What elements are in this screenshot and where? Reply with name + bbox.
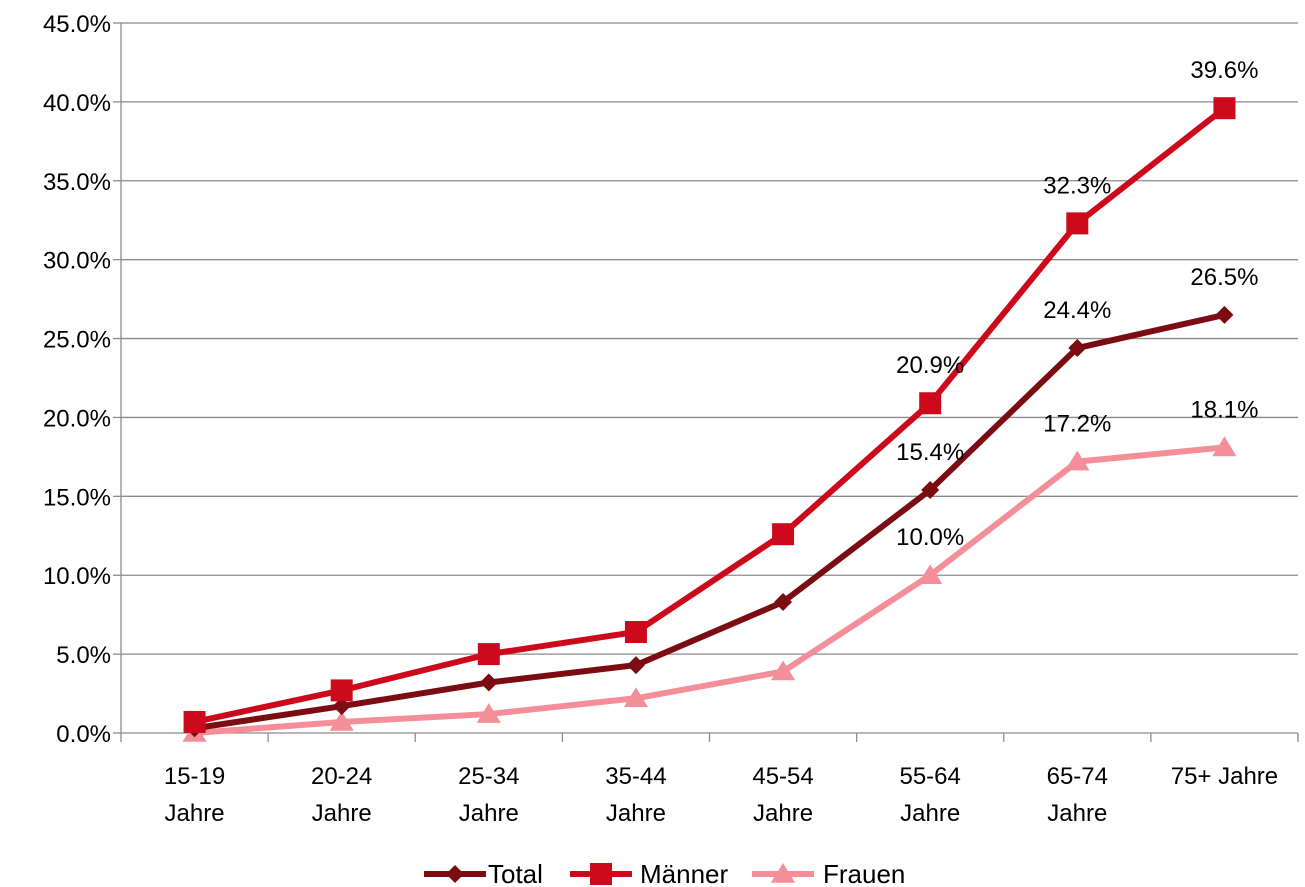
x-tick-label-line: Jahre (900, 800, 960, 827)
gridlines (113, 22, 1298, 734)
x-tick-label: 20-24 Jahre (311, 763, 372, 827)
x-axis-tick-labels: 15-19 Jahre 20-24 Jahre 25-34 Jahre 35-44 Jahre… (164, 763, 1278, 827)
y-tick-label: 0.0% (56, 721, 111, 748)
x-tick-label-line: Jahre (606, 800, 666, 827)
x-tick-label-line: 55-64 (899, 763, 960, 790)
series-line (194, 311, 1226, 732)
data-label: 20.9% (896, 352, 964, 379)
x-tick-label-line: 45-54 (752, 763, 813, 790)
data-label: 15.4% (896, 439, 964, 466)
legend-item-total: Total (424, 859, 543, 887)
x-tick-label-line: 15-19 (164, 763, 225, 790)
x-tick-label-line: Jahre (753, 800, 813, 827)
data-point (1212, 436, 1237, 457)
series-line (194, 444, 1225, 736)
data-label: 17.2% (1043, 411, 1111, 438)
legend-item-frauen: Frauen (752, 859, 905, 887)
x-tick-label: 55-64 Jahre (899, 763, 960, 827)
legend: Total Männer Frauen (424, 859, 905, 887)
data-point (770, 660, 796, 681)
x-tick-label-line: Jahre (165, 800, 225, 827)
y-tick-label: 15.0% (43, 484, 111, 511)
x-tick-label: 65-74 Jahre (1047, 763, 1108, 827)
data-point (332, 697, 351, 716)
data-point (918, 564, 943, 585)
series-layer (182, 97, 1237, 742)
y-tick-label: 35.0% (43, 169, 111, 196)
data-point (479, 673, 498, 692)
legend-swatch-marker (770, 863, 796, 883)
data-label: 32.3% (1043, 172, 1111, 199)
data-label: 39.6% (1190, 57, 1258, 84)
legend-label: Männer (640, 859, 728, 887)
series-line (193, 105, 1227, 725)
y-tick-label: 30.0% (43, 248, 111, 275)
data-point (476, 703, 501, 723)
y-tick-label: 25.0% (43, 327, 111, 354)
data-point (626, 656, 645, 675)
x-tick-label-line: 20-24 (311, 763, 372, 790)
data-point (1065, 450, 1090, 471)
data-labels: 15.4% 24.4% 26.5% 20.9% 32.3% 39.6% 10.0% 17.2%… (896, 57, 1258, 551)
data-label: 18.1% (1190, 396, 1258, 423)
y-axis-tick-labels: 0.0% 5.0% 10.0% 15.0% 20.0% 25.0% 30.0% 35.0% 40… (43, 11, 111, 748)
data-point (774, 593, 793, 612)
data-point (772, 523, 795, 546)
data-point (183, 710, 206, 733)
series-total (185, 305, 1234, 738)
data-point (919, 392, 942, 415)
data-point (477, 643, 500, 666)
data-label: 10.0% (896, 524, 964, 551)
data-point (624, 621, 647, 644)
x-tick-label-line: Jahre (459, 800, 519, 827)
data-point (921, 481, 940, 500)
legend-swatch-marker (446, 865, 464, 883)
x-tick-label: 35-44 Jahre (605, 763, 666, 827)
x-tick-label-line: 75+ Jahre (1171, 763, 1278, 790)
data-point (1213, 97, 1236, 120)
data-point (1066, 212, 1089, 235)
x-tick-label-line: Jahre (312, 800, 372, 827)
y-tick-label: 20.0% (43, 405, 111, 432)
y-tick-label: 40.0% (43, 90, 111, 117)
y-tick-label: 45.0% (43, 11, 111, 38)
x-tick-label: 75+ Jahre (1171, 763, 1278, 790)
data-point (329, 710, 354, 731)
x-tick-label: 15-19 Jahre (164, 763, 225, 827)
data-point (1215, 305, 1234, 324)
x-tick-label-line: 65-74 (1047, 763, 1108, 790)
axes (120, 23, 1299, 742)
y-tick-label: 10.0% (43, 563, 111, 590)
data-point (623, 687, 649, 708)
legend-label: Total (488, 859, 543, 887)
series-männer (183, 97, 1236, 733)
legend-swatch-marker (590, 863, 612, 885)
x-tick-label: 45-54 Jahre (752, 763, 813, 827)
data-point (1068, 339, 1087, 358)
legend-label: Frauen (823, 859, 905, 887)
data-label: 26.5% (1190, 264, 1258, 291)
x-tick-label-line: Jahre (1047, 800, 1107, 827)
data-label: 24.4% (1043, 297, 1111, 324)
x-tick-label: 25-34 Jahre (458, 763, 519, 827)
series-frauen (182, 436, 1237, 742)
y-tick-label: 5.0% (56, 642, 111, 669)
x-tick-label-line: 35-44 (605, 763, 666, 790)
data-point (330, 679, 353, 702)
legend-item-männer: Männer (570, 859, 728, 887)
x-tick-label-line: 25-34 (458, 763, 519, 790)
